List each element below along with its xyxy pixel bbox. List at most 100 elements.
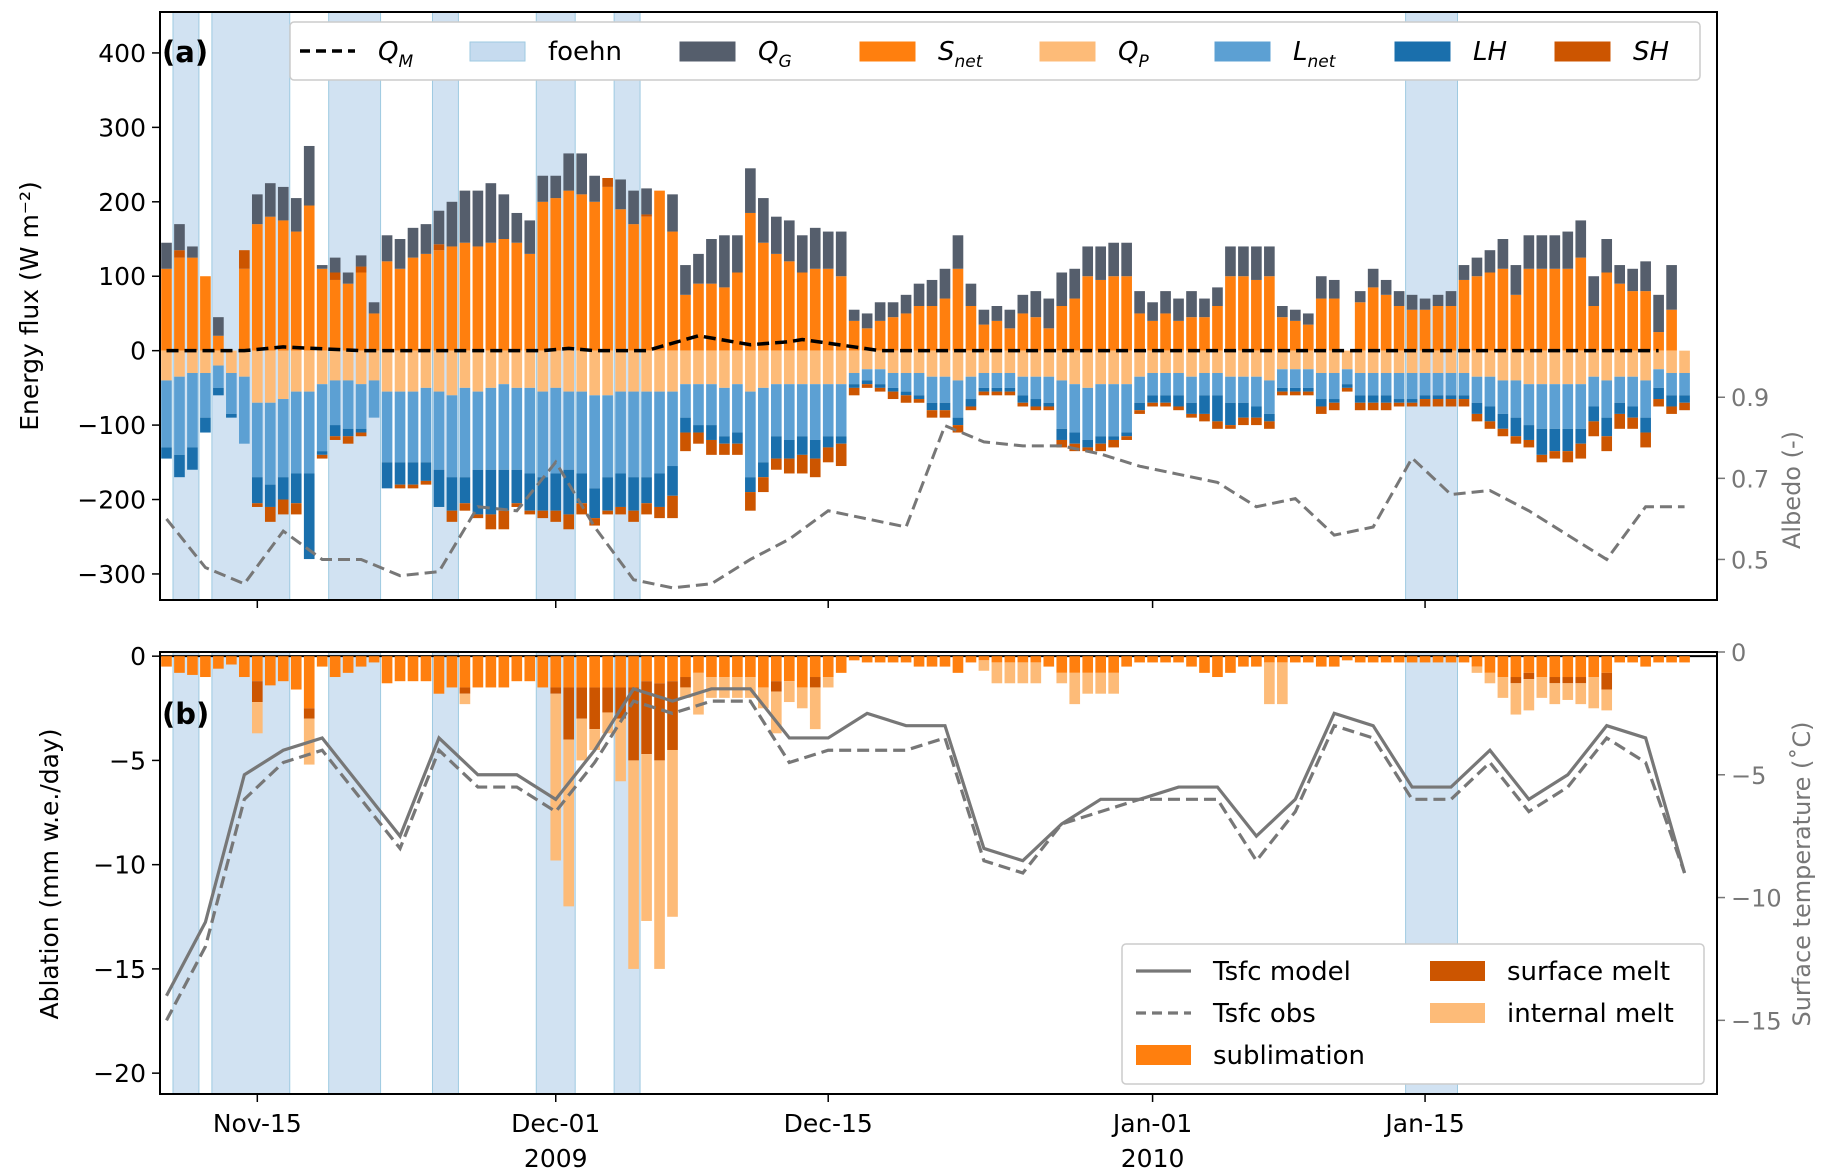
bar-Lnet — [446, 395, 458, 478]
bar-Lnet — [381, 391, 393, 463]
bar-internal_melt — [459, 693, 471, 705]
bar-LH — [615, 473, 626, 507]
bar-Snet — [1575, 257, 1587, 351]
bar-sublimation — [1536, 656, 1548, 678]
bar-LH — [446, 477, 458, 511]
bar-sublimation — [1277, 656, 1288, 663]
bar-Lnet — [264, 402, 276, 485]
bar-sublimation — [1432, 656, 1444, 663]
bar-internal_melt — [251, 702, 263, 734]
bar-internal_melt — [1004, 662, 1016, 684]
legend-label: sublimation — [1213, 1041, 1365, 1071]
y2-tick-label: −10 — [1731, 885, 1782, 913]
bar-QG_pos — [900, 294, 912, 314]
bar-sublimation — [407, 656, 419, 682]
bar-sublimation — [1510, 656, 1522, 678]
bar-LH — [706, 425, 717, 440]
bar-Lnet — [1510, 380, 1522, 418]
bar-QG_pos — [615, 179, 626, 210]
bar-SH_neg — [1017, 402, 1029, 407]
bar-Snet — [316, 268, 328, 351]
bar-Lnet — [952, 380, 964, 418]
bar-Lnet — [693, 384, 704, 426]
bar-QG_pos — [485, 183, 497, 243]
bar-LH — [550, 473, 562, 511]
bar-Snet — [342, 283, 354, 351]
bar-Lnet — [1017, 376, 1029, 396]
bar-QG_pos — [1536, 235, 1548, 269]
bar-QP — [835, 350, 847, 385]
bar-Lnet — [524, 387, 536, 474]
bar-Lnet — [303, 391, 315, 474]
x-tick-sublabel: 2009 — [524, 1144, 588, 1173]
bar-Lnet — [1238, 376, 1249, 403]
bar-Lnet — [641, 391, 652, 478]
bar-Lnet — [161, 380, 172, 448]
bar-surface_melt — [667, 681, 678, 750]
bar-LH — [407, 462, 419, 485]
bar-LH — [1445, 395, 1457, 400]
x-tick-label: Dec-15 — [784, 1109, 873, 1138]
bar-Snet — [1367, 287, 1379, 351]
bar-Snet — [1354, 302, 1366, 351]
bar-QP — [1562, 350, 1574, 385]
bar-QP — [329, 350, 341, 381]
bar-LH — [1536, 428, 1548, 455]
bar-sublimation — [1289, 656, 1301, 663]
bar-surface_melt — [641, 681, 652, 755]
bar-LH — [1095, 436, 1107, 444]
bar-surface_melt — [1601, 672, 1613, 690]
bar-LH — [433, 469, 445, 507]
bar-QG_pos — [1147, 302, 1158, 321]
bar-Lnet — [459, 387, 471, 478]
bar-Lnet — [900, 372, 912, 392]
bar-QG_pos — [706, 239, 717, 284]
bar-LH — [874, 384, 886, 388]
bar-internal_melt — [641, 754, 652, 921]
bar-QP — [615, 350, 626, 392]
bar-LH — [511, 469, 523, 504]
bar-LH — [1614, 402, 1626, 414]
bar-QG_pos — [1458, 265, 1470, 280]
bar-internal_melt — [667, 749, 678, 917]
bar-QP — [303, 350, 315, 392]
bar-Lnet — [874, 369, 886, 385]
bar-SH_neg — [796, 454, 808, 474]
bar-sublimation — [783, 656, 795, 682]
bar-LH — [1666, 395, 1677, 407]
y-tick-label: −10 — [93, 851, 146, 880]
bar-SH_neg — [745, 492, 756, 511]
bar-LH — [965, 399, 977, 407]
bar-sublimation — [745, 656, 756, 678]
bar-QP — [1653, 350, 1664, 370]
bar-LH — [498, 469, 510, 511]
bar-QG_pos — [1225, 246, 1236, 277]
bar-internal_melt — [628, 760, 639, 969]
bar-SH_neg — [1523, 439, 1535, 448]
bar-SH_neg — [1484, 421, 1496, 429]
bar-SH_neg — [1134, 410, 1145, 414]
bar-SH_neg — [1056, 439, 1068, 448]
bar-surface_melt — [589, 687, 600, 730]
bar-QG_pos — [667, 194, 678, 232]
bar-QP — [251, 350, 263, 403]
bar-QG_pos — [770, 216, 782, 254]
legend-label: foehn — [548, 37, 622, 67]
bar-Snet — [939, 298, 951, 351]
bar-LH — [316, 451, 328, 455]
bar-Snet — [290, 231, 302, 351]
bar-internal_melt — [550, 693, 562, 861]
bar-Lnet — [913, 372, 925, 396]
bar-Snet — [809, 268, 821, 351]
bar-Snet — [1471, 276, 1483, 351]
bar-Lnet — [368, 380, 380, 418]
bar-sublimation — [1601, 656, 1613, 673]
bar-SH_neg — [602, 510, 613, 515]
bar-LH — [861, 380, 873, 385]
albedo-line — [165, 423, 1685, 590]
bar-internal_melt — [1082, 672, 1094, 694]
bar-SH_neg — [277, 499, 289, 515]
bar-Snet — [654, 190, 665, 351]
bar-QG_pos — [680, 265, 691, 295]
